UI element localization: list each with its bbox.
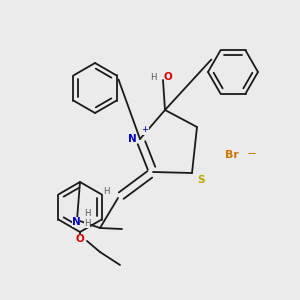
Text: H: H [84, 218, 90, 227]
Text: O: O [76, 234, 84, 244]
Text: N: N [128, 134, 136, 144]
Text: +: + [141, 125, 148, 134]
Text: N: N [72, 217, 80, 227]
Text: Br: Br [225, 150, 239, 160]
Text: −: − [247, 146, 257, 160]
Text: H: H [150, 73, 156, 82]
Text: H: H [103, 188, 109, 196]
Text: O: O [164, 72, 172, 82]
Text: S: S [197, 175, 205, 185]
Text: H: H [84, 209, 90, 218]
